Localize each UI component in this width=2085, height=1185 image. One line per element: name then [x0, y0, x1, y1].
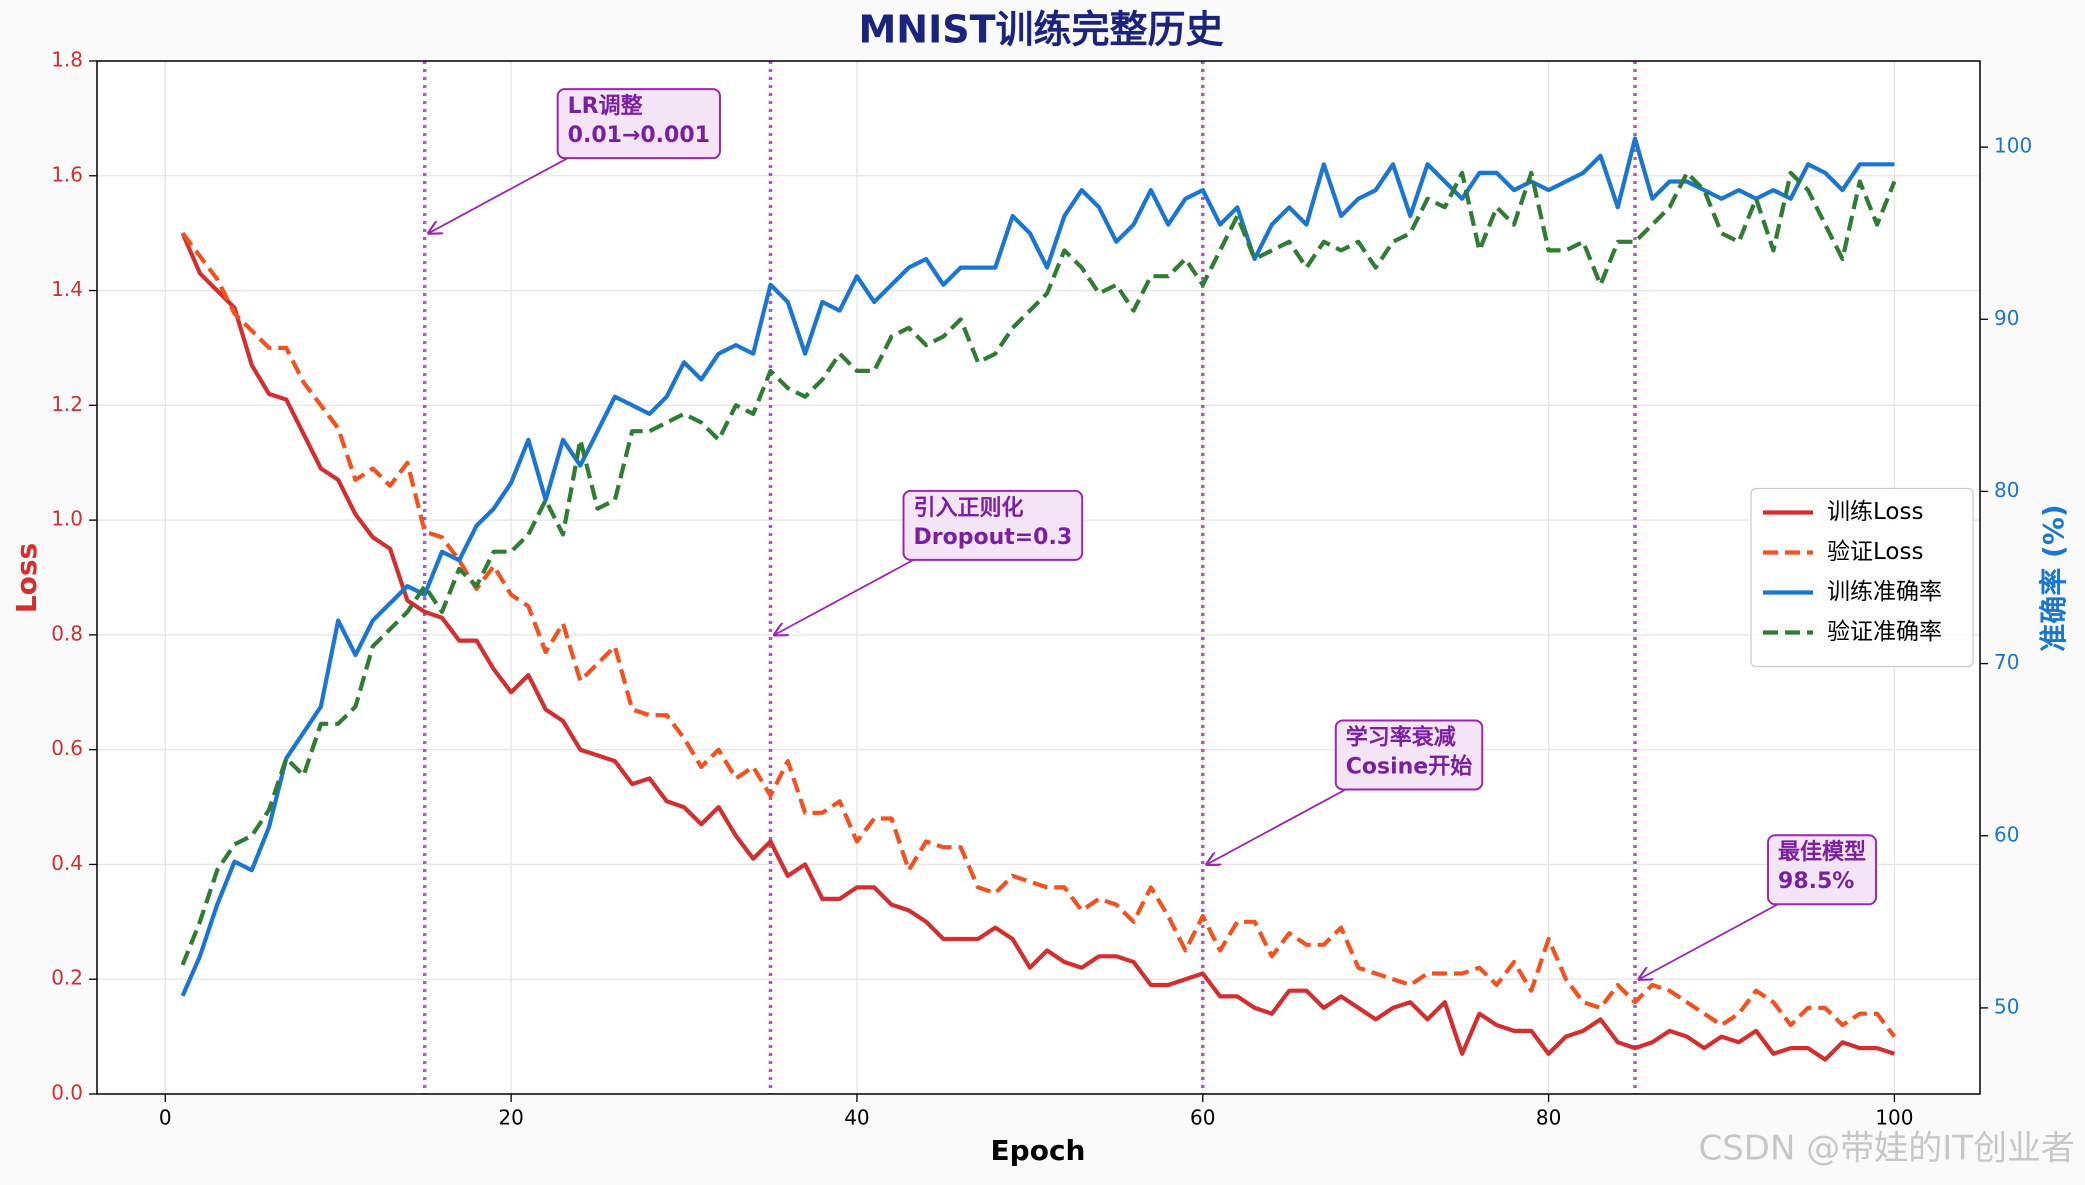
annotation-text: LR调整 [568, 93, 643, 119]
annotation-text: Dropout=0.3 [913, 525, 1072, 550]
y2-tick-label: 50 [1994, 994, 2019, 1018]
y-tick-label: 0.4 [51, 851, 83, 875]
legend-label: 验证准确率 [1827, 619, 1942, 645]
y-tick-label: 0.2 [51, 966, 83, 990]
y-tick-label: 0.0 [51, 1081, 83, 1105]
y2-axis-label: 准确率 (%) [2037, 504, 2070, 651]
legend-label: 验证Loss [1827, 539, 1923, 565]
legend-label: 训练Loss [1827, 499, 1923, 525]
y-tick-label: 0.6 [51, 736, 83, 760]
x-tick-label: 0 [159, 1106, 172, 1130]
legend-box [1750, 487, 1974, 668]
y-tick-label: 1.0 [51, 507, 83, 531]
annotation-arrow [429, 157, 569, 233]
plot-area [97, 61, 1980, 1094]
annotation-arrow [1639, 903, 1779, 979]
y-tick-label: 0.8 [51, 621, 83, 645]
annotation-box [1767, 834, 1878, 906]
chart-title: MNIST训练完整历史 [858, 8, 1223, 52]
annotation-text: 学习率衰减 [1346, 724, 1456, 750]
annotation: LR调整 0.01→0.001 [556, 88, 721, 160]
annotation-arrow [1207, 788, 1347, 864]
y-tick-label: 1.6 [51, 162, 83, 186]
x-tick-label: 80 [1536, 1106, 1561, 1130]
annotation-text: 0.01→0.001 [568, 123, 710, 148]
y2-tick-label: 100 [1994, 134, 2032, 158]
x-tick-label: 100 [1875, 1106, 1913, 1130]
legend-label: 训练准确率 [1827, 579, 1942, 605]
watermark: CSDN @带娃的IT创业者 [1698, 1129, 2075, 1169]
series-line [180, 231, 1897, 1038]
x-axis-label: Epoch [991, 1134, 1086, 1167]
annotation-text: 引入正则化 [913, 495, 1023, 521]
annotation-text: Cosine开始 [1346, 753, 1472, 779]
annotation-text: 98.5% [1778, 869, 1854, 894]
annotation: 学习率衰减 Cosine开始 [1334, 719, 1484, 791]
y2-tick-label: 90 [1994, 306, 2019, 330]
annotation-box [556, 88, 721, 160]
grid [97, 60, 1980, 1095]
x-tick-label: 40 [844, 1106, 869, 1130]
series-line [180, 170, 1897, 966]
series-line [180, 232, 1896, 1062]
annotation-box [902, 489, 1084, 561]
annotation: 引入正则化 Dropout=0.3 [902, 489, 1084, 561]
axes-frame [96, 60, 1981, 1095]
x-tick-label: 20 [498, 1106, 523, 1130]
y-axis-label: Loss [10, 543, 43, 613]
y-tick-label: 1.8 [51, 48, 83, 72]
y2-tick-label: 60 [1994, 822, 2019, 846]
y2-tick-label: 70 [1994, 650, 2019, 674]
y-tick-label: 1.2 [51, 392, 83, 416]
annotation: 最佳模型 98.5% [1767, 834, 1878, 906]
annotation-arrow [774, 559, 914, 635]
annotation-text: 最佳模型 [1778, 840, 1866, 865]
annotation-box [1334, 719, 1484, 791]
series-line [180, 136, 1895, 997]
y-tick-label: 1.4 [51, 277, 83, 301]
y2-tick-label: 80 [1994, 478, 2019, 502]
x-tick-label: 60 [1190, 1106, 1215, 1130]
